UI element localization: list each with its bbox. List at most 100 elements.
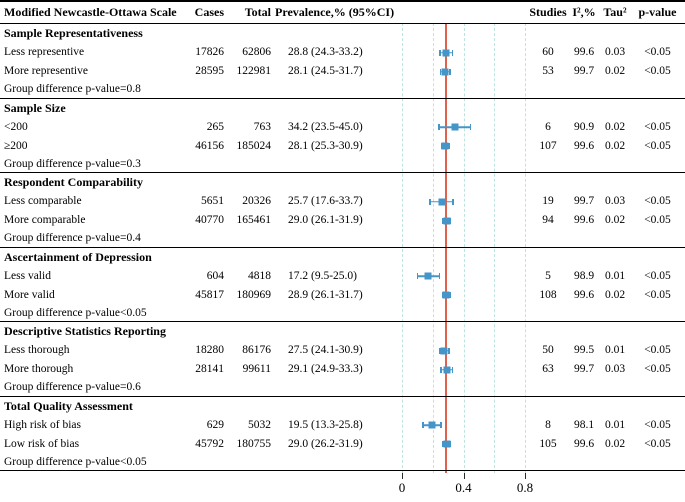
row-plot-cell — [385, 267, 528, 286]
row-prevalence: 19.5 (13.3-25.8) — [288, 418, 363, 431]
axis-gridline — [494, 23, 496, 473]
row-label: More comparable — [4, 214, 86, 226]
ci-cap-right — [451, 366, 454, 373]
row-plot-cell — [385, 137, 528, 156]
ci-cap-left — [439, 68, 442, 75]
row-plot-cell — [385, 360, 528, 379]
row-label: Low risk of bias — [4, 437, 80, 450]
row-p-value: <0.05 — [644, 46, 671, 58]
table-header-row: Modified Newcastle-Ottawa Scale Cases To… — [0, 0, 685, 24]
row-tau-squared: 0.01 — [604, 269, 626, 282]
row-prevalence: 29.0 (26.1-31.9) — [288, 214, 363, 226]
row-plot-cell — [385, 62, 528, 81]
row-i-squared: 99.6 — [573, 288, 595, 301]
row-label: High risk of bias — [4, 418, 81, 431]
row-tau-squared: 0.02 — [604, 65, 626, 77]
row-prevalence: 28.9 (26.1-31.7) — [288, 288, 363, 301]
row-label: <200 — [4, 120, 28, 133]
row-label: ≥200 — [4, 139, 28, 152]
row-cases: 45792 — [195, 437, 224, 450]
row-label: Less valid — [4, 269, 51, 282]
group-difference-note: Group difference p-value=0.8 — [4, 83, 141, 95]
row-studies: 50 — [542, 344, 554, 356]
header-tau-squared: Tau² — [603, 5, 627, 19]
row-prevalence: 34.2 (23.5-45.0) — [288, 120, 363, 133]
header-cases: Cases — [194, 5, 224, 19]
ci-cap-left — [442, 217, 444, 224]
row-studies: 105 — [539, 437, 557, 450]
ci-cap-right — [448, 347, 450, 354]
row-tau-squared: 0.03 — [604, 195, 626, 207]
row-p-value: <0.05 — [644, 363, 671, 375]
table-row: More valid 45817 180969 28.9 (26.1-31.7)… — [0, 286, 685, 305]
row-p-value: <0.05 — [644, 344, 671, 356]
point-estimate-marker — [424, 272, 432, 280]
row-cases: 604 — [206, 269, 224, 282]
row-total: 185024 — [236, 139, 272, 152]
point-estimate-marker — [442, 291, 450, 299]
ci-cap-right — [449, 441, 452, 447]
row-i-squared: 99.5 — [573, 344, 595, 356]
ci-cap-left — [442, 292, 444, 298]
row-tau-squared: 0.02 — [604, 437, 626, 450]
row-prevalence: 28.1 (24.5-31.7) — [288, 65, 363, 77]
ci-cap-right — [469, 124, 472, 130]
axis-tick-label: 0.4 — [455, 480, 472, 495]
ci-cap-left — [416, 273, 419, 279]
row-cases: 28141 — [195, 363, 224, 375]
row-studies: 8 — [545, 418, 551, 431]
point-estimate-marker — [438, 198, 446, 205]
row-p-value: <0.05 — [644, 437, 671, 450]
row-cases: 629 — [206, 418, 224, 431]
table-row: More comparable 40770 165461 29.0 (26.1-… — [0, 211, 685, 230]
point-estimate-marker — [442, 49, 450, 56]
ci-cap-left — [439, 347, 441, 354]
table-row: More representive 28595 122981 28.1 (24.… — [0, 62, 685, 81]
row-studies: 107 — [539, 139, 557, 152]
point-estimate-marker — [451, 123, 459, 131]
point-estimate-marker — [443, 217, 451, 224]
subgroup-section: Total Quality Assessment High risk of bi… — [0, 397, 685, 471]
row-tau-squared: 0.02 — [604, 288, 626, 301]
row-tau-squared: 0.03 — [604, 46, 626, 58]
row-total: 5032 — [248, 418, 271, 431]
ci-cap-left — [440, 366, 442, 373]
row-label: Less thorough — [4, 344, 70, 356]
row-label: Less comparable — [4, 195, 82, 207]
row-total: 62806 — [242, 46, 271, 58]
point-estimate-marker — [443, 366, 451, 373]
table-row: High risk of bias 629 5032 19.5 (13.3-25… — [0, 416, 685, 435]
row-p-value: <0.05 — [644, 418, 671, 431]
row-tau-squared: 0.01 — [604, 344, 626, 356]
header-i-squared: I²,% — [572, 5, 596, 19]
row-prevalence: 29.0 (26.2-31.9) — [288, 437, 363, 450]
group-difference-note: Group difference p-value=0.4 — [4, 232, 141, 244]
group-difference-note: Group difference p-value=0.6 — [4, 381, 141, 393]
header-total: Total — [244, 5, 271, 19]
row-cases: 18280 — [195, 344, 224, 356]
ci-cap-right — [449, 68, 451, 75]
row-cases: 17826 — [195, 46, 224, 58]
header-studies: Studies — [529, 5, 567, 19]
pooled-estimate-reference-line — [445, 23, 447, 473]
table-row: ≥200 46156 185024 28.1 (25.3-30.9) 107 9… — [0, 137, 685, 156]
axis-tick — [463, 473, 465, 479]
row-plot-cell — [385, 192, 528, 211]
row-prevalence: 28.8 (24.3-33.2) — [288, 46, 363, 58]
row-prevalence: 27.5 (24.1-30.9) — [288, 344, 363, 356]
row-studies: 5 — [545, 269, 551, 282]
row-plot-cell — [385, 435, 528, 454]
row-p-value: <0.05 — [644, 288, 671, 301]
row-studies: 94 — [542, 214, 554, 226]
section-title: Descriptive Statistics Reporting — [4, 324, 166, 338]
row-total: 180969 — [236, 288, 272, 301]
row-plot-cell — [385, 341, 528, 360]
row-p-value: <0.05 — [644, 214, 671, 226]
row-studies: 6 — [545, 120, 551, 133]
row-p-value: <0.05 — [644, 195, 671, 207]
group-difference-note: Group difference p-value<0.05 — [4, 455, 147, 468]
axis-tick — [525, 473, 527, 479]
row-i-squared: 99.7 — [573, 65, 595, 77]
